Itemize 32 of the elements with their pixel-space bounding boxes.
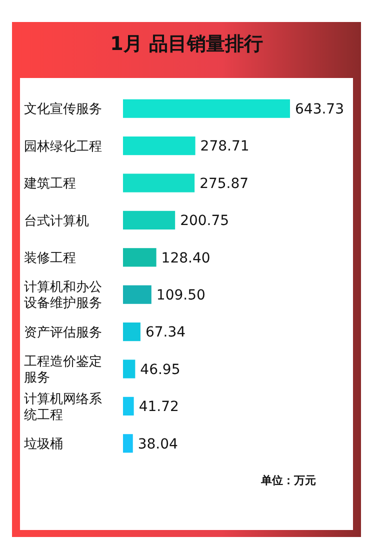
data-label: 275.87 <box>200 176 249 192</box>
y-tick-label: 装修工程 <box>24 250 76 266</box>
bar <box>123 136 196 156</box>
y-tick-label: 计算机网络系统工程 <box>24 392 102 423</box>
y-tick-label: 园林绿化工程 <box>24 139 102 154</box>
data-label: 109.50 <box>156 288 206 304</box>
y-tick-label: 台式计算机 <box>24 214 89 229</box>
data-label: 46.95 <box>140 362 180 378</box>
data-label: 67.34 <box>145 324 186 341</box>
chart-title: 1月 品目销量排行 <box>110 33 263 55</box>
bar <box>123 285 152 304</box>
data-label: 200.75 <box>180 213 230 230</box>
data-label: 278.71 <box>200 138 250 155</box>
y-tick-label: 计算机和办公设备维护服务 <box>24 280 102 312</box>
bar <box>123 360 136 378</box>
y-tick-label: 垃圾桶 <box>23 436 63 452</box>
bar <box>123 396 134 416</box>
y-tick-label: 资产评估服务 <box>24 325 102 340</box>
y-tick-label: 工程造价鉴定服务 <box>24 354 102 386</box>
text: 单位：万元 <box>260 474 316 487</box>
bar <box>123 99 290 118</box>
bar <box>123 434 133 453</box>
bar <box>123 174 195 192</box>
bar <box>123 322 140 342</box>
y-tick-label: 建筑工程 <box>23 176 76 192</box>
bar <box>123 248 156 267</box>
bar <box>123 210 176 230</box>
data-label: 128.40 <box>161 250 210 266</box>
data-label: 38.04 <box>138 436 178 452</box>
data-label: 41.72 <box>138 399 179 416</box>
data-label: 643.73 <box>295 102 344 118</box>
y-tick-label: 文化宣传服务 <box>24 101 102 118</box>
